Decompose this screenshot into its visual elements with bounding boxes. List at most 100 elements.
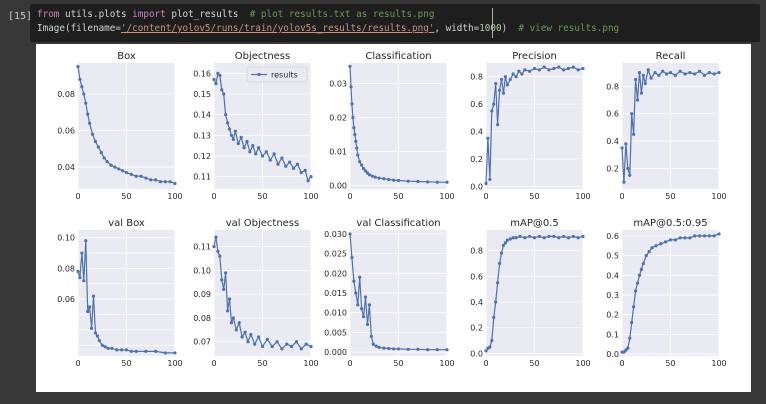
x-tick-label: 0 xyxy=(347,359,352,368)
chart-panel-7: 0 50 100 0.07 0.08 0.09 0.10 0.11 val Objectness xyxy=(180,215,318,375)
legend-marker xyxy=(257,72,261,77)
data-point xyxy=(268,158,272,162)
results-image-output: 0 50 100 0.04 0.06 0.08 Box 0 50 100 0.11 0.12 0.13 0… xyxy=(36,44,751,392)
data-point xyxy=(234,328,238,332)
data-point xyxy=(257,335,261,339)
code-comment-2: # view results.png xyxy=(518,23,620,34)
y-tick-label: 0.02 xyxy=(329,113,347,122)
data-point xyxy=(285,342,289,346)
close-paren: ) xyxy=(501,23,519,34)
data-point xyxy=(501,91,506,95)
x-tick-label: 0 xyxy=(75,192,80,201)
data-point xyxy=(688,236,692,240)
x-tick-label: 50 xyxy=(121,192,131,201)
data-point xyxy=(225,309,230,313)
y-tick-label: 0.005 xyxy=(324,328,347,337)
y-tick-label: 0.5 xyxy=(606,252,619,261)
data-point xyxy=(626,166,630,171)
data-point xyxy=(222,92,226,96)
data-point xyxy=(89,326,94,330)
data-point xyxy=(581,66,585,71)
x-tick-label: 0 xyxy=(619,192,624,201)
data-point xyxy=(173,351,177,355)
data-point xyxy=(445,180,449,184)
data-point xyxy=(158,180,163,184)
chart-panel-2: 0 50 100 0.11 0.12 0.13 0.14 0.15 0.16 Objectness… xyxy=(180,48,318,208)
data-point xyxy=(620,146,624,150)
data-point xyxy=(624,348,628,352)
data-point xyxy=(537,234,541,239)
data-point xyxy=(514,75,518,79)
data-point xyxy=(227,127,232,131)
data-point xyxy=(673,73,677,77)
data-point xyxy=(367,173,371,177)
code-editor[interactable]: from utils.plots import plot_results # p… xyxy=(30,4,760,42)
data-point xyxy=(528,234,532,239)
chart-svg: 0 50 100 0.0 0.2 0.4 0.6 0.8 mAP@0.5 xyxy=(470,218,590,368)
data-point xyxy=(224,113,228,117)
data-point xyxy=(646,68,650,72)
data-point xyxy=(683,236,687,240)
data-point xyxy=(511,236,515,240)
data-point xyxy=(309,175,313,179)
x-tick-label: 50 xyxy=(529,192,539,201)
chart-svg: 0 50 100 0.04 0.06 0.08 Box xyxy=(57,51,182,201)
data-point xyxy=(542,236,546,240)
x-tick-label: 50 xyxy=(665,359,675,368)
code-comment-1: # plot results.txt as results.png xyxy=(249,9,435,20)
data-point xyxy=(371,342,375,346)
chart-svg: 0 50 100 0.2 0.4 0.6 0.8 Recall xyxy=(606,51,726,201)
data-point xyxy=(717,232,721,236)
x-tick-label: 100 xyxy=(439,359,454,368)
legend xyxy=(246,66,308,83)
data-point xyxy=(139,174,143,178)
data-point xyxy=(216,71,220,75)
y-tick-label: 0.10 xyxy=(57,234,75,243)
data-point xyxy=(260,154,265,158)
data-point xyxy=(693,72,697,76)
data-point xyxy=(106,346,110,350)
code-line-1[interactable]: from utils.plots import plot_results # p… xyxy=(37,9,434,20)
y-tick-label: 0.8 xyxy=(606,82,619,91)
chart-title: val Box xyxy=(108,218,145,229)
x-tick-label: 0 xyxy=(619,359,624,368)
data-point xyxy=(280,347,284,351)
function-name: plot_results xyxy=(165,9,250,20)
data-point xyxy=(358,275,362,279)
chart-title: Box xyxy=(117,51,136,62)
data-point xyxy=(294,340,299,344)
data-point xyxy=(105,160,109,164)
data-point xyxy=(265,337,269,341)
data-point xyxy=(229,321,234,325)
x-tick-label: 50 xyxy=(529,359,539,368)
data-point xyxy=(668,70,673,75)
y-tick-label: 0.12 xyxy=(193,152,211,161)
data-point xyxy=(552,66,556,71)
data-point xyxy=(351,115,355,120)
series-line xyxy=(349,233,447,351)
data-point xyxy=(505,238,509,242)
data-point xyxy=(571,234,575,239)
y-tick-label: 0.2 xyxy=(606,311,619,320)
data-point xyxy=(84,239,88,243)
data-point xyxy=(496,281,500,285)
data-point xyxy=(212,77,216,82)
data-point xyxy=(514,236,518,240)
data-point xyxy=(416,179,420,184)
chart-panel-8: 0 50 100 0.000 0.005 0.010 0.015 0.020 0.025 0.03… xyxy=(316,215,455,375)
data-point xyxy=(488,177,492,182)
data-point xyxy=(633,289,638,293)
data-point xyxy=(576,236,580,240)
data-point xyxy=(630,320,634,325)
data-point xyxy=(712,72,716,76)
data-point xyxy=(628,336,632,340)
data-point xyxy=(360,163,364,167)
data-point xyxy=(144,349,148,353)
data-point xyxy=(354,139,358,143)
data-point xyxy=(532,66,537,71)
data-point xyxy=(562,68,566,72)
data-point xyxy=(350,255,354,260)
data-point xyxy=(622,180,626,184)
code-line-2[interactable]: Image(filename='/content/yolov5/runs/tra… xyxy=(37,23,619,34)
data-point xyxy=(253,342,257,346)
